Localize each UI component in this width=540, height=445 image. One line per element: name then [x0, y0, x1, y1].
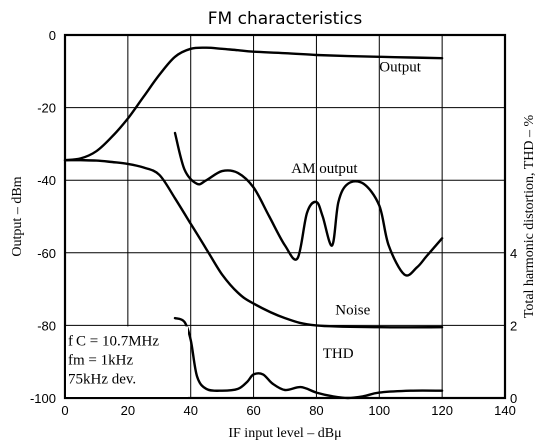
conditions-annotation: f C = 10.7MHz fm = 1kHz 75kHz dev.: [66, 326, 188, 397]
x-tick-label: 120: [431, 403, 453, 418]
y-tick-label: -20: [37, 101, 56, 116]
annotation-line: fm = 1kHz: [68, 352, 133, 368]
series-am-output-line: [173, 131, 444, 277]
y-tick-label: -40: [37, 173, 56, 188]
y2-axis-label: Total harmonic distortion, THD – %: [522, 115, 537, 319]
y2-tick-labels: 0 2 4: [510, 246, 517, 406]
y2-tick-label: 4: [510, 246, 517, 261]
series-output-label: Output: [379, 59, 422, 75]
y-tick-label: 0: [49, 28, 56, 43]
series-thd-label: THD: [323, 346, 354, 362]
y-tick-label: -60: [37, 246, 56, 261]
annotation-line: 75kHz dev.: [68, 371, 136, 387]
y2-tick-label: 0: [510, 391, 517, 406]
series-output-line: [63, 46, 444, 162]
x-axis-label: IF input level – dBμ: [228, 426, 341, 441]
x-tick-label: 140: [494, 403, 516, 418]
series-labels: Output AM output Noise THD: [291, 59, 422, 362]
x-tick-labels: 0 20 40 60 80 100 120 140: [61, 403, 515, 418]
x-tick-label: 20: [121, 403, 135, 418]
y2-tick-label: 2: [510, 318, 517, 333]
annotation-line: f C = 10.7MHz: [68, 333, 159, 349]
plot-frame: [63, 33, 507, 400]
y-tick-label: -100: [30, 391, 56, 406]
y-tick-labels: 0 -20 -40 -60 -80 -100: [30, 28, 56, 406]
annotation-background: [66, 326, 188, 397]
x-tick-label: 80: [309, 403, 323, 418]
series-noise-line: [63, 159, 444, 329]
x-tick-label: 100: [368, 403, 390, 418]
grid-lines: [65, 35, 505, 398]
y-tick-label: -80: [37, 318, 56, 333]
y-axis-label: Output – dBm: [10, 176, 25, 256]
series-curves: [63, 46, 444, 400]
x-tick-label: 40: [183, 403, 197, 418]
series-noise-label: Noise: [335, 303, 370, 319]
series-thd-line: [173, 316, 444, 400]
x-tick-label: 0: [61, 403, 68, 418]
chart-title: FM characteristics: [208, 9, 363, 29]
x-tick-label: 60: [246, 403, 260, 418]
series-am-output-label: AM output: [291, 161, 358, 177]
